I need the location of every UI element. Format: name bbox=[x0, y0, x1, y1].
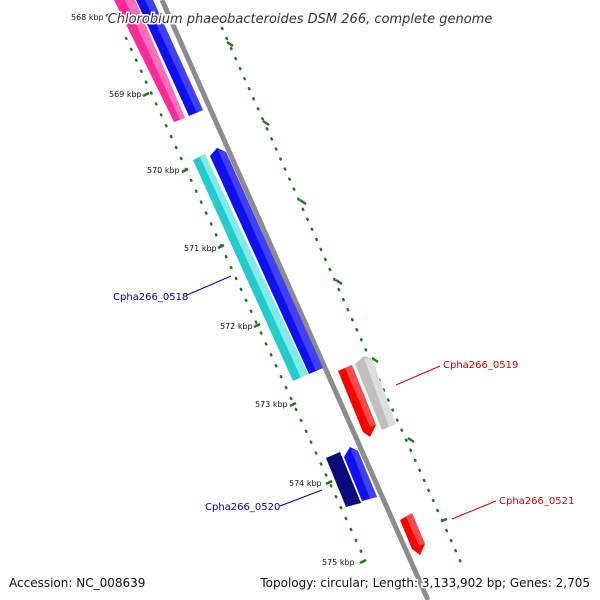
gene-label-Cpha266_0521[interactable]: Cpha266_0521 bbox=[499, 496, 574, 507]
inner-tick-track bbox=[124, 36, 367, 562]
gene-feature-blue-mid[interactable] bbox=[210, 148, 323, 374]
map-title-halo: Chlorobium phaeobacteroides DSM 266, com… bbox=[108, 12, 493, 27]
tick-label-571: 571 kbp bbox=[184, 244, 217, 253]
gene-feature-Cpha266_0519[interactable] bbox=[338, 365, 376, 437]
gene-label-Cpha266_0520[interactable]: Cpha266_0520 bbox=[205, 502, 280, 513]
tick-label-570: 570 kbp bbox=[147, 166, 180, 175]
summary-text: Topology: circular; Length: 3,133,902 bp… bbox=[259, 576, 590, 590]
gene-feature-navy[interactable] bbox=[326, 452, 361, 507]
gene-feature-gray[interactable] bbox=[355, 356, 396, 430]
inner-major-ticks bbox=[105, 11, 367, 565]
gene-feature-Cpha266_0518[interactable] bbox=[193, 154, 308, 381]
gene-feature-Cpha266_0520[interactable] bbox=[344, 447, 377, 501]
gene-feature-blue-top[interactable] bbox=[136, 0, 203, 116]
leader-line-0519 bbox=[395, 365, 441, 386]
genome-backbone bbox=[159, 0, 431, 600]
outer-major-ticks bbox=[226, 40, 448, 523]
tick-label-574: 574 kbp bbox=[289, 479, 322, 488]
outer-tick-track bbox=[220, 26, 464, 567]
gene-label-Cpha266_0519[interactable]: Cpha266_0519 bbox=[443, 360, 518, 371]
gene-feature-Cpha266_0521[interactable] bbox=[400, 513, 425, 555]
tick-label-569: 569 kbp bbox=[109, 90, 142, 99]
tick-label-573: 573 kbp bbox=[255, 400, 288, 409]
gene-label-Cpha266_0518[interactable]: Cpha266_0518 bbox=[113, 292, 188, 303]
accession-halo: Accession: NC_008639 bbox=[9, 576, 145, 590]
leader-line-0521 bbox=[451, 500, 497, 520]
summary-halo: Topology: circular; Length: 3,133,902 bp… bbox=[259, 576, 590, 590]
accession-text: Accession: NC_008639 bbox=[9, 576, 145, 590]
tick-label-572: 572 kbp bbox=[220, 322, 253, 331]
tick-label-568: 568 kbp bbox=[71, 13, 104, 22]
leader-line-0520 bbox=[279, 489, 323, 507]
map-title: Chlorobium phaeobacteroides DSM 266, com… bbox=[108, 12, 493, 27]
leader-line-0518 bbox=[186, 275, 232, 296]
gene-feature-magenta[interactable] bbox=[114, 0, 185, 122]
tick-label-575: 575 kbp bbox=[322, 558, 355, 567]
